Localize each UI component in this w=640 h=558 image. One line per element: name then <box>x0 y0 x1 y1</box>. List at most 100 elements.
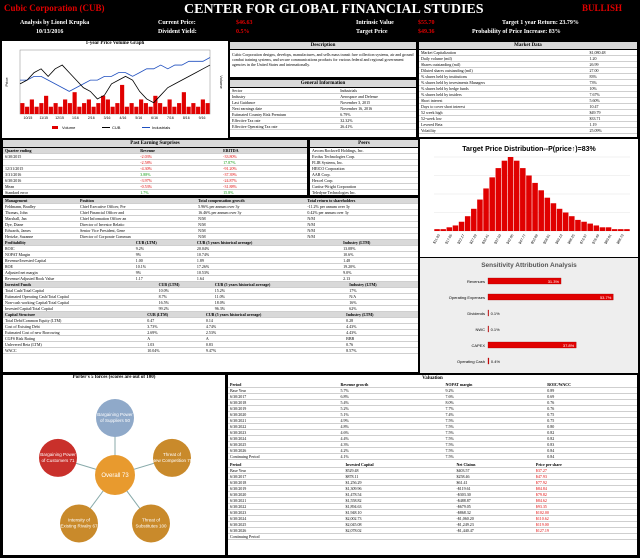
table-cell: -$1,249.23 <box>454 521 534 528</box>
table-cell: 17% <box>347 287 418 294</box>
x-tick-label: $78.49 <box>591 233 600 244</box>
table-cell: CGFS Risk Rating <box>3 335 146 342</box>
sensitivity-label: Operating Expenses <box>449 295 485 300</box>
table-cell: 6/30/2022 <box>228 423 339 430</box>
distribution-bar <box>446 227 453 231</box>
market-data-table: Market Capitalization $1,080.48 Daily volu… <box>419 50 637 134</box>
capital-structure-row: WACC 10.04% 9.47% 8.57% <box>3 347 418 354</box>
general-info-panel: General Information Sector Industrials Ind… <box>229 79 417 138</box>
table-cell: 13.08% <box>341 245 418 252</box>
table-cell: 10.6% <box>341 251 418 258</box>
management-row: Marshall, Jan Chief Information Officer a… <box>3 215 418 222</box>
table-cell: -$1,060.20 <box>454 515 534 522</box>
table-cell: 16.46% per annum over 3y <box>196 209 306 216</box>
table-cell: -0.53% <box>138 183 222 190</box>
earnings-row: -2.58% 17.87% <box>3 159 307 166</box>
table-cell: 0.76 <box>545 405 637 412</box>
overall-score-circle <box>95 455 135 495</box>
x-tick-label: $63.13 <box>555 233 564 244</box>
volume-bar <box>162 106 167 114</box>
column-header: Total return to shareholders <box>305 198 418 204</box>
table-cell: Diluted shares outstanding (mil) <box>419 67 588 74</box>
table-cell: -2.03% <box>138 153 222 160</box>
table-cell: Chief Financial Officer and <box>78 209 197 216</box>
table-cell: 8.57% <box>344 347 418 354</box>
table-cell: $529.48 <box>343 467 455 474</box>
table-cell: $79.82 <box>533 491 637 498</box>
volume-bar <box>91 106 96 114</box>
valuation-row: 6/30/2018 $1,256.29 $61.41 $77.92 <box>228 479 637 486</box>
table-cell: 2.53% <box>203 329 345 336</box>
x-tick-label: 2/16 <box>88 116 95 120</box>
table-cell: 62% <box>347 305 418 312</box>
table-cell: 10.53% <box>194 269 342 276</box>
table-cell: 6/30/2020 <box>228 411 339 418</box>
table-header-row: Period Revenue growth NOPAT margin ROIC/WAC… <box>228 382 637 388</box>
table-cell: Volatility <box>419 127 588 134</box>
volume-bar <box>44 95 49 114</box>
table-cell: 20.04% <box>194 245 342 252</box>
peer-row: AAR Corp. <box>310 171 418 178</box>
market-data-row: 52 week high $49.79 <box>419 109 637 116</box>
table-cell: Base Year <box>228 387 339 394</box>
table-cell: -$488.87 <box>454 497 534 504</box>
table-cell: Aerospace and Defense <box>338 93 416 100</box>
valuation-row: Continuing Period 4.1% 7.5% 0.84 <box>228 453 637 460</box>
volume-bar <box>167 99 172 114</box>
distribution-bar <box>569 216 575 231</box>
column-header: Industry (LTM) <box>344 312 418 318</box>
distribution-bar <box>550 203 557 231</box>
table-cell: Chief Information Officer an <box>78 215 197 222</box>
valuation-row: Continuing Period <box>228 533 637 540</box>
target-distribution-svg: Target Price Distribution--P(price↑)=83%… <box>432 146 630 245</box>
table-cell: Industrials <box>338 88 416 94</box>
valuation-row: 6/30/2026 $2,078.02 -$1,440.47 $127.19 <box>228 527 637 534</box>
market-data-row: Diluted shares outstanding (mil) 27.00 <box>419 67 637 74</box>
table-cell: $77.92 <box>533 479 637 486</box>
sensitivity-bar <box>487 357 490 365</box>
x-tick-label: $88.73 <box>616 233 625 244</box>
table-cell: 0.82 <box>545 435 637 442</box>
table-cell: Feldmann, Bradley <box>3 203 79 210</box>
table-cell: A <box>145 335 204 342</box>
x-tick-label: $68.25 <box>567 233 576 244</box>
table-cell: 6/30/2019 <box>228 485 344 492</box>
sensitivity-bar <box>487 293 614 301</box>
table-cell <box>533 533 637 540</box>
table-cell: 0.28 <box>344 317 418 324</box>
capital-structure-row: Estimated Cost of new Borrowing 2.69% 2.53… <box>3 329 418 336</box>
table-cell: 4.9% <box>338 417 444 424</box>
table-cell: 6/30/2026 <box>228 527 344 534</box>
force-label: Substitutes 100 <box>135 523 167 528</box>
x-tick-label: $17.05 <box>444 233 453 244</box>
table-cell: Shares outstanding (mil) <box>419 61 588 68</box>
table-cell: Base Year <box>228 467 344 474</box>
sensitivity-label: NWC <box>475 327 485 332</box>
table-cell: -$119.61 <box>454 485 534 492</box>
valuation-row: 6/30/2024 $2,002.73 -$1,060.20 $110.62 <box>228 515 637 522</box>
volume-bar <box>72 92 77 114</box>
table-cell: 6/30/2026 <box>228 447 339 454</box>
general-info-row: Estimated Country Risk Premium 6.79% <box>230 111 416 118</box>
volume-bar <box>205 103 210 114</box>
target-return: Target 1 year Return: 23.79% <box>502 20 579 26</box>
table-cell: -$679.05 <box>454 503 534 510</box>
table-cell: 0.80 <box>545 423 637 430</box>
table-cell: % shares held by investments Managers <box>419 79 588 86</box>
x-tick-label: $52.89 <box>530 233 539 244</box>
table-cell: 4.6% <box>338 429 444 436</box>
volume-bar <box>53 103 58 114</box>
table-cell: 15.8% <box>221 189 307 195</box>
past-earnings-title: Past Earning Surprises <box>3 140 307 148</box>
general-info-row: Sector Industrials <box>230 88 416 94</box>
column-header: Quarter ending <box>3 148 139 154</box>
sensitivity-bar <box>487 277 562 285</box>
column-header: Invested Funds <box>3 282 157 288</box>
volume-bar <box>101 95 106 114</box>
table-cell: 7.5% <box>443 429 546 436</box>
volume-bar <box>148 106 153 114</box>
peer-row: Evolus Technologies Corp. <box>310 153 418 160</box>
volume-bar <box>172 106 177 114</box>
profitability-row: Adjusted net margin 9% 10.53% 9.0% <box>3 269 418 276</box>
market-data-row: % shares held by investments Managers 73% <box>419 79 637 86</box>
